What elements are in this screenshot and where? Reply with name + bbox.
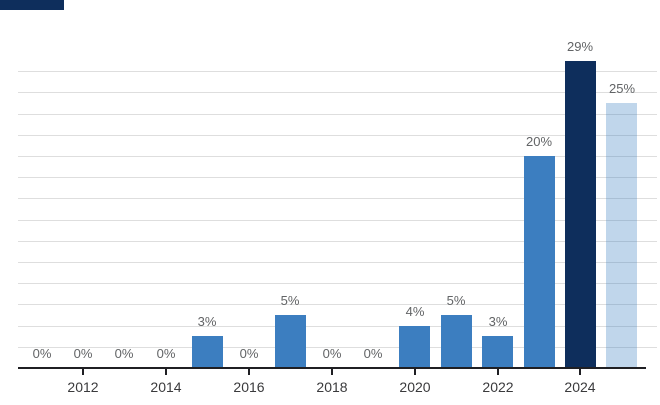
gridline-2pct [18, 347, 657, 348]
bar-value-label-2018: 0% [322, 346, 342, 361]
bar-value-label-2015: 3% [197, 314, 217, 329]
bar-value-label-2012: 0% [73, 346, 93, 361]
gridline-4pct [18, 326, 657, 327]
bar-2025 [606, 103, 637, 368]
x-axis-label-2014: 2014 [150, 379, 182, 395]
bar-value-label-2013: 0% [114, 346, 134, 361]
bar-value-label-2014: 0% [156, 346, 176, 361]
bar-2015 [192, 336, 223, 368]
x-axis-tick-2022 [497, 369, 499, 375]
x-axis-tick-2018 [331, 369, 333, 375]
bar-value-label-2017: 5% [280, 293, 300, 308]
x-axis-tick-2014 [165, 369, 167, 375]
gridline-28pct [18, 71, 657, 72]
bar-value-label-2023: 20% [525, 134, 553, 149]
x-axis-tick-2012 [82, 369, 84, 375]
bar-2017 [275, 315, 306, 368]
bar-2021 [441, 315, 472, 368]
gridline-26pct [18, 92, 657, 93]
gridline-20pct [18, 156, 657, 157]
bar-value-label-2019: 0% [363, 346, 383, 361]
gridline-24pct [18, 114, 657, 115]
bar-value-label-2011: 0% [32, 346, 52, 361]
gridline-22pct [18, 135, 657, 136]
x-axis-label-2018: 2018 [316, 379, 348, 395]
gridline-16pct [18, 198, 657, 199]
x-axis-tick-2020 [414, 369, 416, 375]
gridline-14pct [18, 220, 657, 221]
bar-2022 [482, 336, 513, 368]
gridline-10pct [18, 262, 657, 263]
x-axis-label-2022: 2022 [482, 379, 514, 395]
bar-2020 [399, 326, 430, 368]
bar-value-label-2021: 5% [446, 293, 466, 308]
x-axis-tick-2024 [579, 369, 581, 375]
bar-2023 [524, 156, 555, 368]
x-axis-label-2024: 2024 [564, 379, 596, 395]
legend-color-swatch [0, 0, 64, 10]
bar-value-label-2020: 4% [405, 304, 425, 319]
x-axis-tick-2016 [248, 369, 250, 375]
gridline-6pct [18, 304, 657, 305]
bar-value-label-2024: 29% [566, 39, 594, 54]
x-axis-label-2016: 2016 [233, 379, 265, 395]
x-axis-label-2020: 2020 [399, 379, 431, 395]
bar-value-label-2016: 0% [239, 346, 259, 361]
gridline-8pct [18, 283, 657, 284]
bar-value-label-2022: 3% [488, 314, 508, 329]
x-axis-line [18, 367, 646, 369]
gridline-12pct [18, 241, 657, 242]
gridline-18pct [18, 177, 657, 178]
bar-2024 [565, 61, 596, 368]
bar-value-label-2025: 25% [608, 81, 636, 96]
x-axis-label-2012: 2012 [67, 379, 99, 395]
